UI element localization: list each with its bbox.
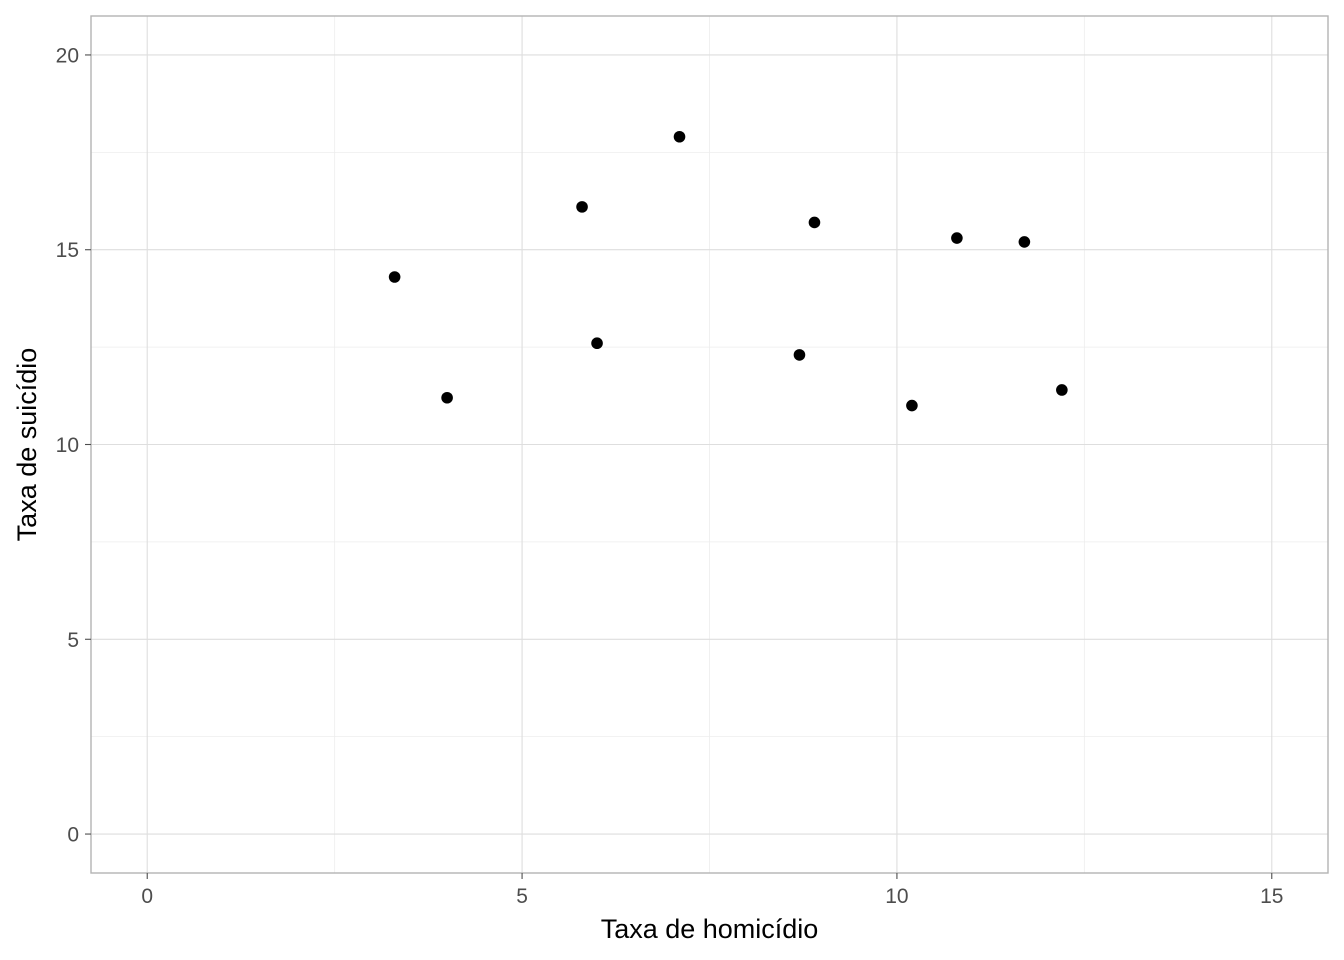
x-tick-label: 10 [885, 885, 908, 908]
data-point [906, 399, 918, 412]
data-point [441, 391, 453, 404]
data-point [673, 130, 686, 143]
data-point [591, 337, 603, 350]
x-tick-label: 0 [141, 885, 153, 908]
y-axis-ticks: 0 5 10 15 20 [56, 44, 91, 847]
x-tick-label: 5 [516, 885, 528, 908]
major-gridlines [91, 16, 1328, 873]
y-tick-label: 15 [56, 239, 79, 262]
data-point [1018, 236, 1031, 248]
y-tick-label: 0 [67, 824, 79, 847]
data-point [793, 349, 806, 361]
data-point [576, 201, 588, 213]
data-point [1056, 384, 1068, 396]
y-tick-label: 20 [56, 44, 79, 67]
data-points [388, 130, 1068, 412]
data-point [951, 232, 963, 244]
x-axis-title: Taxa de homicídio [601, 914, 819, 944]
y-tick-label: 5 [67, 629, 79, 652]
x-axis-ticks: 0 5 10 15 [141, 873, 1283, 908]
y-axis-title: Taxa de suicídio [12, 348, 42, 542]
y-tick-label: 10 [56, 434, 79, 457]
data-point [388, 271, 401, 283]
x-tick-label: 15 [1260, 885, 1283, 908]
data-point [808, 216, 821, 229]
